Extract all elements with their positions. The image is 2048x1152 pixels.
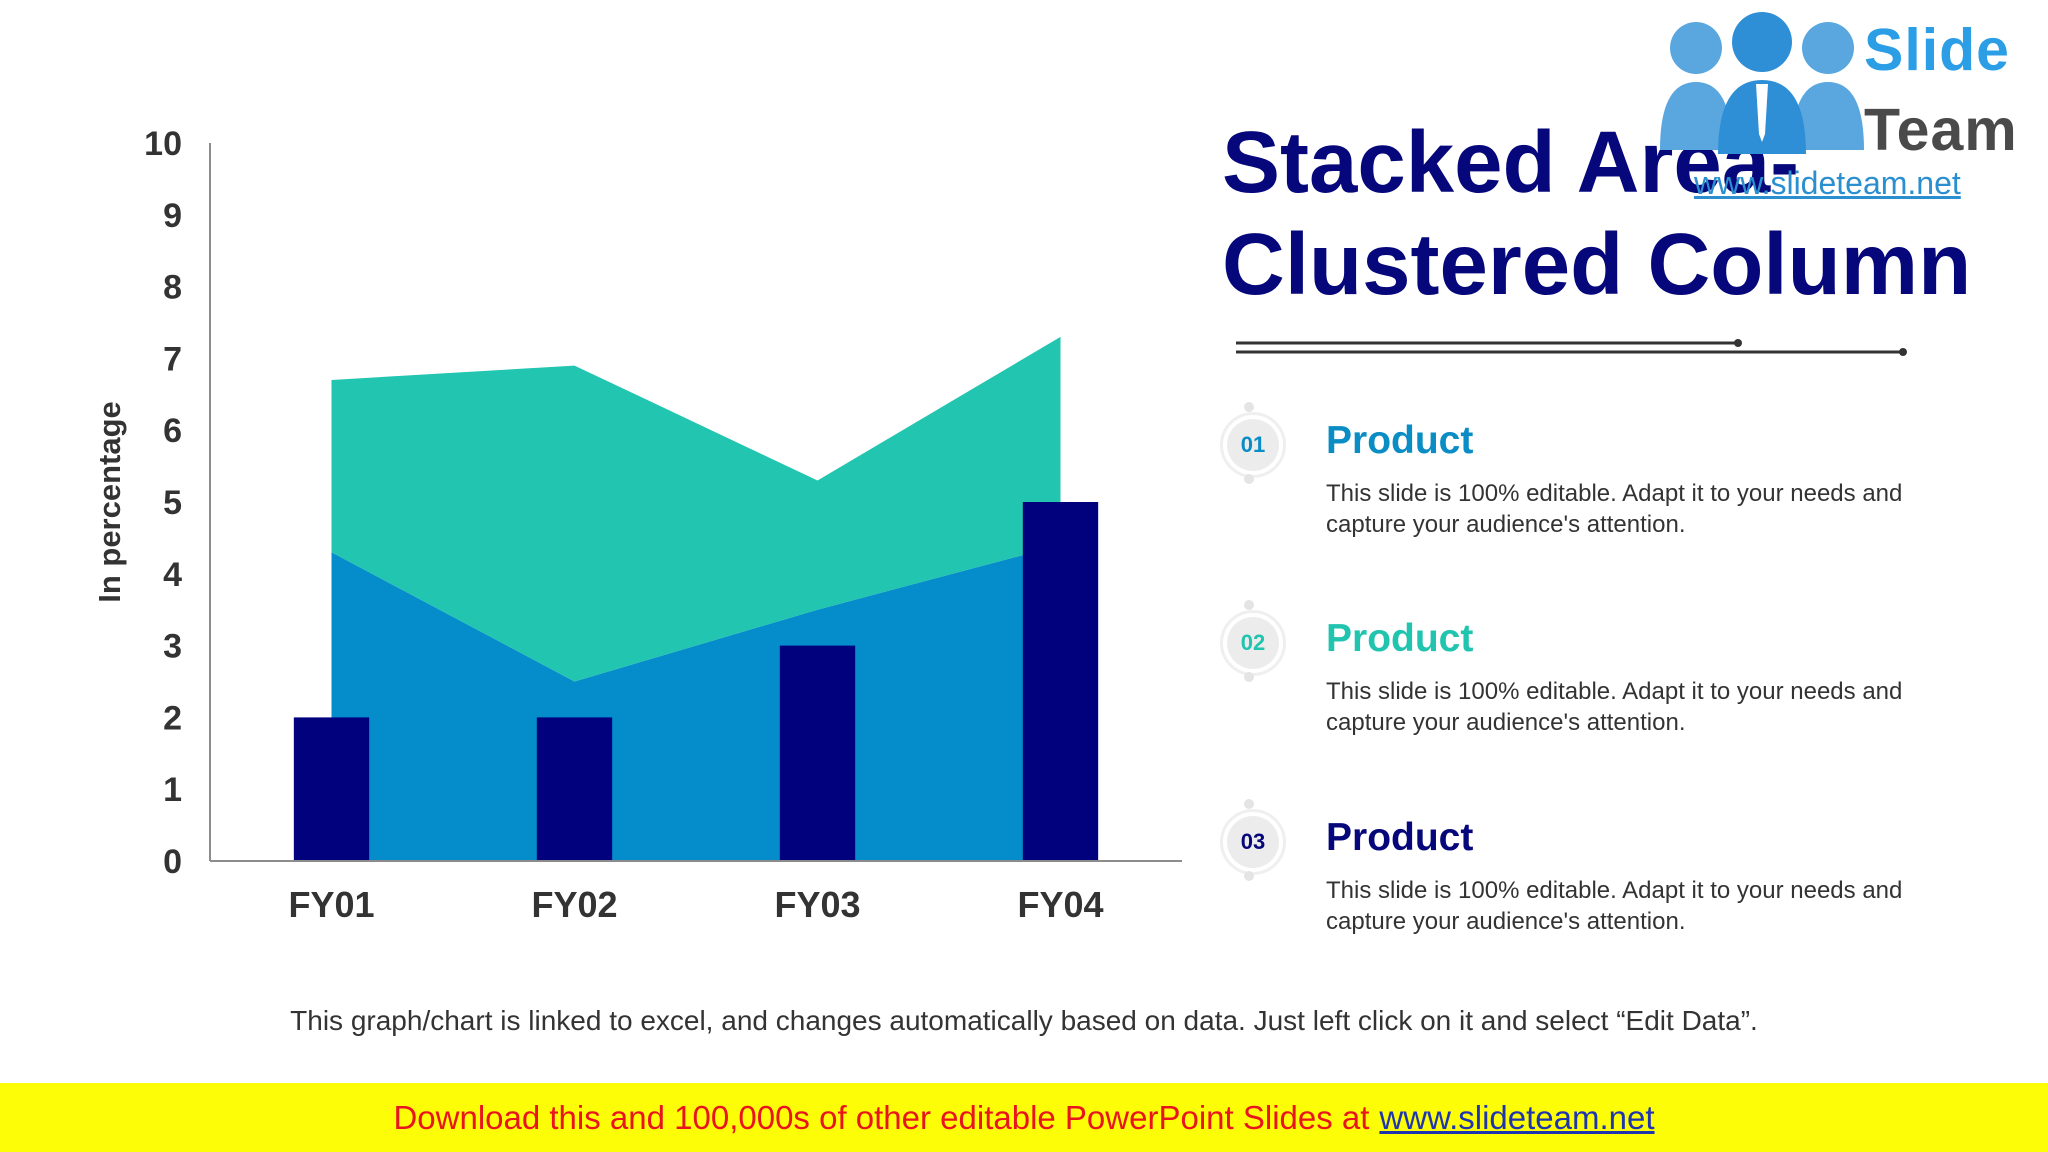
y-tick-label: 0 [163, 843, 182, 881]
slideteam-logo[interactable]: Slide Team www.slideteam.net [1636, 0, 2048, 201]
number-badge: 01 [1214, 398, 1296, 494]
item-description: This slide is 100% editable. Adapt it to… [1326, 678, 1903, 736]
logo-url-link[interactable]: www.slideteam.net [1694, 165, 1961, 201]
logo-word-team: Team [1864, 97, 2018, 163]
y-tick-label: 4 [163, 556, 182, 594]
item-heading: Product [1326, 816, 1474, 859]
y-tick-label: 6 [163, 412, 182, 450]
column-FY01 [293, 717, 370, 861]
column-FY03 [779, 645, 856, 861]
area-series-2 [331, 336, 1061, 682]
badge-number: 02 [1227, 617, 1279, 669]
product-item-2: 02 Product This slide is 100% editable. … [1214, 596, 2014, 736]
y-axis-title: In percentage [92, 401, 127, 603]
y-tick-label: 1 [163, 771, 182, 809]
y-tick-label: 8 [163, 269, 182, 307]
y-tick-label: 7 [163, 340, 182, 378]
x-tick-label: FY02 [531, 884, 617, 925]
badge-dot-bottom [1244, 474, 1254, 484]
x-tick-label: FY03 [774, 884, 860, 925]
y-tick-label: 2 [163, 699, 182, 737]
product-item-1: 01 Product This slide is 100% editable. … [1214, 398, 2014, 538]
footnote: This graph/chart is linked to excel, and… [290, 1005, 1758, 1036]
y-tick-label: 5 [163, 484, 182, 522]
badge-dot-top [1244, 600, 1254, 610]
item-heading: Product [1326, 617, 1474, 660]
badge-number: 01 [1227, 419, 1279, 471]
column-FY04 [1022, 502, 1099, 861]
y-tick-label: 9 [163, 197, 182, 235]
number-badge: 02 [1214, 596, 1296, 692]
item-description: This slide is 100% editable. Adapt it to… [1326, 877, 1903, 935]
banner-link[interactable]: www.slideteam.net [1379, 1098, 1655, 1136]
badge-number: 03 [1227, 816, 1279, 868]
y-tick-label: 3 [163, 628, 182, 666]
y-tick-label: 10 [144, 125, 182, 163]
badge-dot-top [1244, 402, 1254, 412]
x-tick-label: FY01 [288, 884, 374, 925]
badge-dot-top [1244, 799, 1254, 809]
item-heading: Product [1326, 419, 1474, 462]
logo-word-slide: Slide [1864, 17, 2010, 83]
product-item-3: 03 Product This slide is 100% editable. … [1214, 795, 2014, 935]
badge-dot-bottom [1244, 871, 1254, 881]
area-series-1 [331, 545, 1061, 861]
people-icon [1660, 12, 1864, 154]
item-description: This slide is 100% editable. Adapt it to… [1326, 480, 1903, 538]
badge-dot-bottom [1244, 672, 1254, 682]
number-badge: 03 [1214, 795, 1296, 891]
x-tick-label: FY04 [1017, 884, 1103, 925]
column-FY02 [536, 717, 613, 861]
download-banner: Download this and 100,000s of other edit… [0, 1083, 2048, 1152]
chart: 0 1 2 3 4 5 6 7 8 9 10 FY01 FY02 FY03 FY04 In percentag… [92, 125, 1182, 925]
banner-text: Download this and 100,000s of other edit… [393, 1098, 1370, 1136]
title-underline-decoration [1236, 339, 1907, 356]
